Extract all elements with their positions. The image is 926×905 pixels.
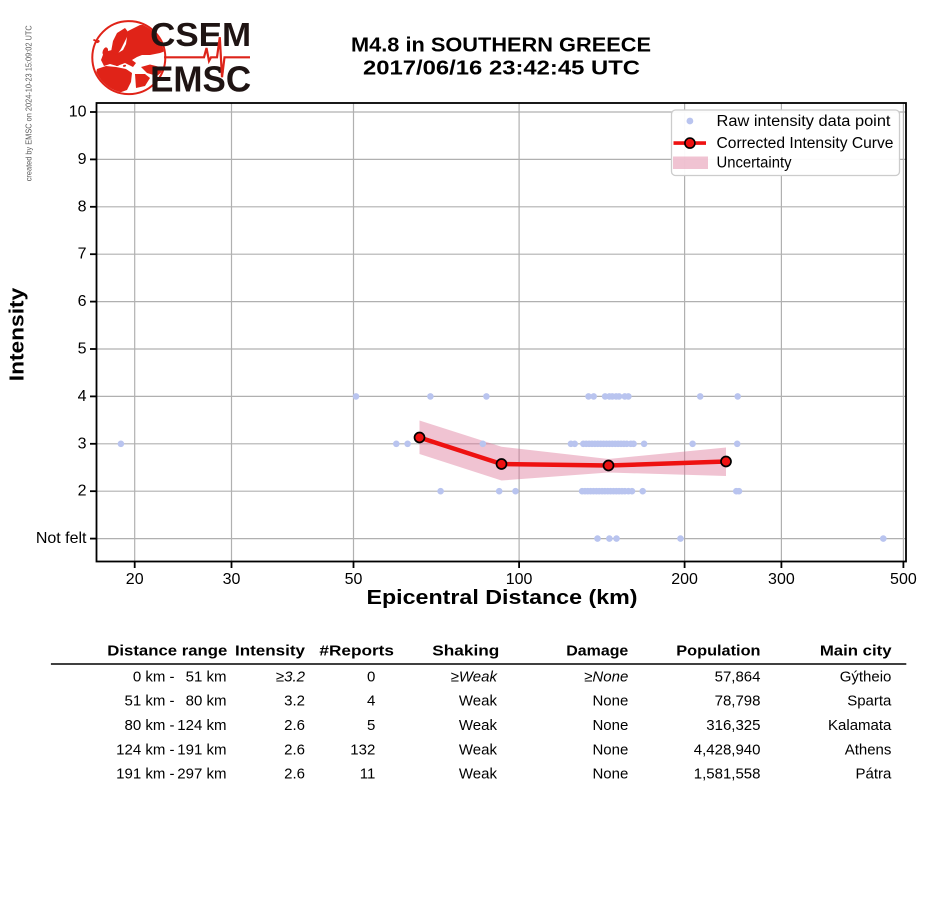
svg-text:≥None: ≥None (584, 668, 628, 685)
svg-text:124 km -: 124 km - (116, 741, 174, 758)
svg-text:50: 50 (345, 571, 363, 588)
svg-text:9: 9 (78, 151, 87, 168)
svg-text:51 km: 51 km (186, 668, 227, 685)
svg-text:Shaking: Shaking (432, 643, 499, 660)
svg-text:316,325: 316,325 (706, 717, 760, 734)
svg-text:78,798: 78,798 (715, 693, 761, 710)
svg-text:2017/06/16 23:42:45 UTC: 2017/06/16 23:42:45 UTC (363, 58, 640, 80)
svg-text:#Reports: #Reports (319, 643, 394, 660)
svg-text:80 km: 80 km (186, 693, 227, 710)
svg-text:4: 4 (367, 693, 375, 710)
svg-text:100: 100 (506, 571, 533, 588)
svg-text:30: 30 (223, 571, 241, 588)
svg-text:EMSC: EMSC (150, 59, 251, 100)
svg-text:Pátra: Pátra (856, 766, 893, 783)
svg-text:Sparta: Sparta (847, 693, 892, 710)
svg-text:CSEM: CSEM (150, 17, 251, 54)
svg-text:Population: Population (676, 643, 760, 660)
svg-text:2.6: 2.6 (284, 741, 305, 758)
svg-text:200: 200 (671, 571, 698, 588)
svg-text:Athens: Athens (845, 741, 892, 758)
svg-text:132: 132 (350, 741, 375, 758)
svg-text:Intensity: Intensity (235, 643, 306, 660)
svg-text:2.6: 2.6 (284, 717, 305, 734)
svg-text:None: None (592, 741, 628, 758)
svg-text:6: 6 (78, 293, 87, 310)
svg-text:Distance range: Distance range (107, 643, 227, 660)
svg-text:500: 500 (890, 571, 917, 588)
svg-text:80 km -: 80 km - (124, 717, 174, 734)
svg-text:Not felt: Not felt (36, 530, 87, 547)
svg-text:297 km: 297 km (177, 766, 226, 783)
svg-text:Kalamata: Kalamata (828, 717, 892, 734)
svg-text:300: 300 (768, 571, 795, 588)
svg-text:≥3.2: ≥3.2 (276, 668, 306, 685)
svg-text:≥Weak: ≥Weak (451, 668, 499, 685)
svg-text:Raw intensity data point: Raw intensity data point (717, 113, 892, 130)
svg-text:Main city: Main city (820, 643, 892, 660)
svg-text:created by EMSC on 2024-10-23: created by EMSC on 2024-10-23 15:09:02 U… (24, 25, 34, 181)
svg-text:Weak: Weak (459, 717, 498, 734)
svg-text:1,581,558: 1,581,558 (694, 766, 761, 783)
svg-text:191 km -: 191 km - (116, 766, 174, 783)
svg-text:57,864: 57,864 (715, 668, 761, 685)
svg-text:11: 11 (360, 766, 376, 783)
svg-text:Weak: Weak (459, 693, 498, 710)
svg-text:2: 2 (78, 483, 87, 500)
svg-text:Weak: Weak (459, 741, 498, 758)
svg-text:Corrected Intensity Curve: Corrected Intensity Curve (717, 135, 894, 152)
svg-text:Gýtheio: Gýtheio (840, 668, 892, 685)
svg-text:Epicentral Distance (km): Epicentral Distance (km) (367, 587, 638, 609)
svg-text:2.6: 2.6 (284, 766, 305, 783)
svg-text:5: 5 (78, 341, 87, 358)
svg-text:7: 7 (78, 246, 87, 263)
svg-text:None: None (592, 766, 628, 783)
svg-text:8: 8 (78, 198, 87, 215)
svg-text:Weak: Weak (459, 766, 498, 783)
svg-text:10: 10 (69, 104, 87, 121)
svg-text:3.2: 3.2 (284, 693, 305, 710)
svg-text:Damage: Damage (566, 643, 628, 660)
svg-text:51 km -: 51 km - (124, 693, 174, 710)
svg-text:124 km: 124 km (177, 717, 226, 734)
svg-text:4: 4 (78, 388, 87, 405)
svg-text:Uncertainty: Uncertainty (717, 155, 792, 172)
svg-text:None: None (592, 717, 628, 734)
svg-text:None: None (592, 693, 628, 710)
svg-text:Intensity: Intensity (7, 287, 29, 381)
svg-text:191 km: 191 km (177, 741, 226, 758)
svg-text:20: 20 (126, 571, 144, 588)
svg-text:4,428,940: 4,428,940 (694, 741, 761, 758)
svg-text:0 km -: 0 km - (133, 668, 175, 685)
svg-text:0: 0 (367, 668, 375, 685)
svg-text:3: 3 (78, 435, 87, 452)
svg-text:M4.8 in SOUTHERN GREECE: M4.8 in SOUTHERN GREECE (351, 35, 651, 57)
svg-text:5: 5 (367, 717, 375, 734)
